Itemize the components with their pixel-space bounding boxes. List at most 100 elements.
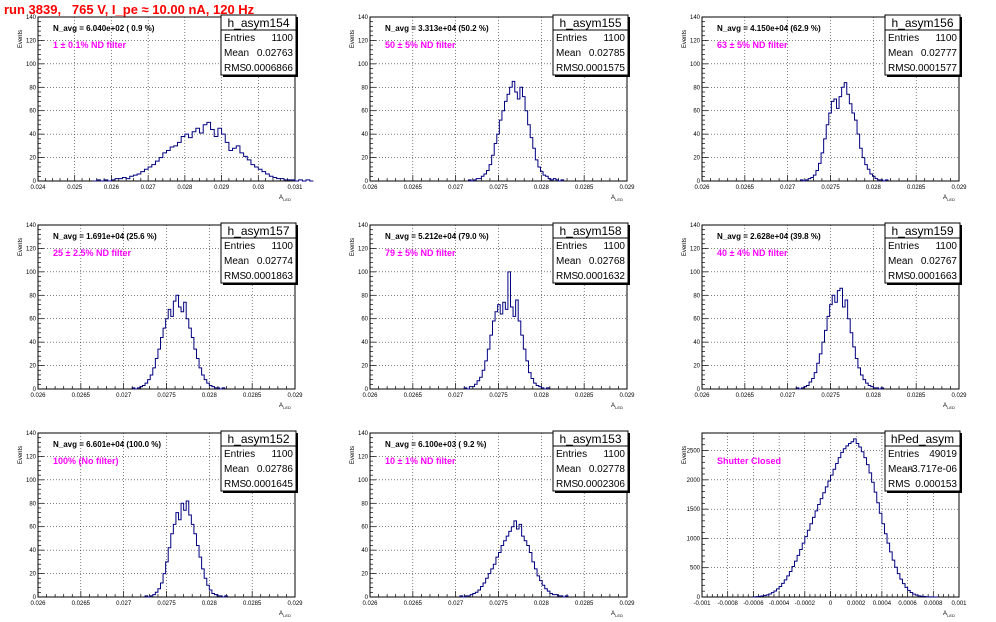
- y-axis-title: Events: [682, 238, 688, 256]
- y-tick-label: 140: [26, 431, 37, 437]
- y-tick-label: 100: [26, 270, 37, 276]
- x-axis-title-subscript: LED: [283, 405, 291, 410]
- stat-value: 1100: [271, 241, 293, 252]
- y-tick-label: 2000: [687, 478, 701, 484]
- y-tick-label: 100: [358, 270, 369, 276]
- stat-label: RMS: [888, 63, 911, 74]
- x-tick-label: 0.0265: [404, 601, 423, 607]
- x-tick-label: 0.029: [287, 393, 303, 399]
- y-tick-label: 500: [690, 566, 701, 572]
- stat-value: 0.0002306: [578, 479, 626, 490]
- x-axis-title-subscript: LED: [947, 405, 955, 410]
- x-tick-label: 0.027: [448, 601, 464, 607]
- stat-value: 1100: [603, 33, 625, 44]
- histogram-name: h_asym153: [559, 432, 621, 446]
- x-axis-title-subscript: LED: [615, 613, 623, 618]
- y-tick-label: 20: [361, 156, 368, 162]
- y-tick-label: 100: [358, 62, 369, 68]
- x-tick-label: 0.027: [116, 393, 132, 399]
- stat-value: 0.0001663: [910, 271, 958, 282]
- histogram-line: [752, 438, 939, 598]
- stat-value: 0.000153: [915, 479, 957, 490]
- x-tick-label: 0.027: [141, 185, 157, 191]
- y-tick-label: 120: [26, 246, 37, 252]
- x-tick-label: 0.0285: [907, 185, 926, 191]
- y-tick-label: 0: [33, 387, 37, 393]
- x-tick-label: 0.026: [694, 185, 710, 191]
- y-tick-label: 120: [26, 38, 37, 44]
- x-tick-label: 0.0265: [72, 393, 91, 399]
- x-tick-label: 0.0285: [575, 601, 594, 607]
- y-tick-label: 60: [693, 317, 700, 323]
- y-tick-label: 0: [697, 595, 701, 601]
- filter-label: 50 ± 5% ND filter: [385, 40, 456, 50]
- histogram-name: h_asym154: [227, 16, 289, 30]
- x-tick-label: 0.0004: [873, 601, 892, 607]
- y-tick-label: 20: [693, 156, 700, 162]
- stats-box: [220, 14, 297, 76]
- y-tick-label: 60: [693, 109, 700, 115]
- x-tick-label: 0.026: [30, 393, 46, 399]
- stats-box: [220, 222, 297, 284]
- stat-label: Entries: [888, 449, 919, 460]
- stat-value: 0.0001645: [246, 479, 294, 490]
- stat-value: 0.02785: [589, 48, 626, 59]
- stat-label: Mean: [556, 48, 581, 59]
- x-tick-label: 0.0008: [924, 601, 943, 607]
- stat-label: Entries: [224, 449, 255, 460]
- panel-h_asym152: 0.026 0.0265 0.027 0.0275 0.028 0.0285 0.029 0 2…: [18, 430, 303, 618]
- filter-label: 1 ± 0.1% ND filter: [53, 40, 126, 50]
- panel-h_asym156: 0.026 0.0265 0.027 0.0275 0.028 0.0285 0.029 0 2…: [682, 14, 967, 202]
- x-tick-label: 0.029: [619, 601, 635, 607]
- y-tick-label: 0: [697, 179, 701, 185]
- stat-label: Mean: [888, 48, 913, 59]
- x-tick-label: 0.0275: [489, 185, 508, 191]
- stat-label: Entries: [556, 241, 587, 252]
- y-axis-title: Events: [350, 238, 356, 256]
- y-tick-label: 100: [358, 478, 369, 484]
- x-tick-label: 0.024: [30, 185, 46, 191]
- stat-label: Mean: [888, 256, 913, 267]
- run-title: run 3839, 765 V, I_pe ≈ 10.00 nA, 120 Hz: [4, 2, 255, 17]
- stat-value: 0.0001632: [578, 271, 626, 282]
- x-tick-label: 0.028: [202, 393, 218, 399]
- stat-label: Entries: [888, 241, 919, 252]
- y-axis-title: Events: [682, 446, 688, 464]
- x-tick-label: 0.029: [619, 393, 635, 399]
- y-tick-label: 120: [690, 38, 701, 44]
- x-tick-label: -0.0002: [795, 601, 816, 607]
- y-tick-label: 0: [33, 595, 37, 601]
- stats-box: [884, 222, 961, 284]
- y-tick-label: 60: [361, 109, 368, 115]
- x-axis-title: A: [943, 611, 947, 617]
- x-tick-label: 0.026: [104, 185, 120, 191]
- y-axis-title: Events: [18, 446, 24, 464]
- stat-label: RMS: [224, 63, 247, 74]
- y-tick-label: 40: [29, 548, 36, 554]
- y-tick-label: 100: [690, 270, 701, 276]
- stat-label: RMS: [556, 271, 579, 282]
- histogram-line: [463, 271, 550, 390]
- y-tick-label: 60: [29, 525, 36, 531]
- panel-h_asym158: 0.026 0.0265 0.027 0.0275 0.028 0.0285 0.029 0 2…: [350, 222, 635, 410]
- x-axis-title: A: [611, 611, 615, 617]
- x-axis-title: A: [611, 195, 615, 201]
- stat-value: -3.717e-06: [909, 464, 958, 475]
- y-tick-label: 60: [29, 109, 36, 115]
- n-avg-label: N_avg = 6.601e+04 (100.0 %): [53, 440, 161, 449]
- stat-value: 0.0001577: [910, 63, 958, 74]
- histogram-name: h_asym156: [891, 16, 953, 30]
- y-tick-label: 60: [361, 317, 368, 323]
- y-tick-label: 80: [29, 501, 36, 507]
- x-tick-label: 0.029: [951, 185, 967, 191]
- stats-box: [552, 14, 629, 76]
- x-tick-label: 0.028: [534, 185, 550, 191]
- y-tick-label: 140: [26, 15, 37, 21]
- y-tick-label: 0: [33, 179, 37, 185]
- x-tick-label: 0.0285: [907, 393, 926, 399]
- x-tick-label: 0.0275: [489, 393, 508, 399]
- histogram-line: [144, 500, 228, 598]
- x-tick-label: 0.028: [866, 393, 882, 399]
- x-tick-label: 0.0275: [157, 393, 176, 399]
- x-tick-label: 0.027: [780, 393, 796, 399]
